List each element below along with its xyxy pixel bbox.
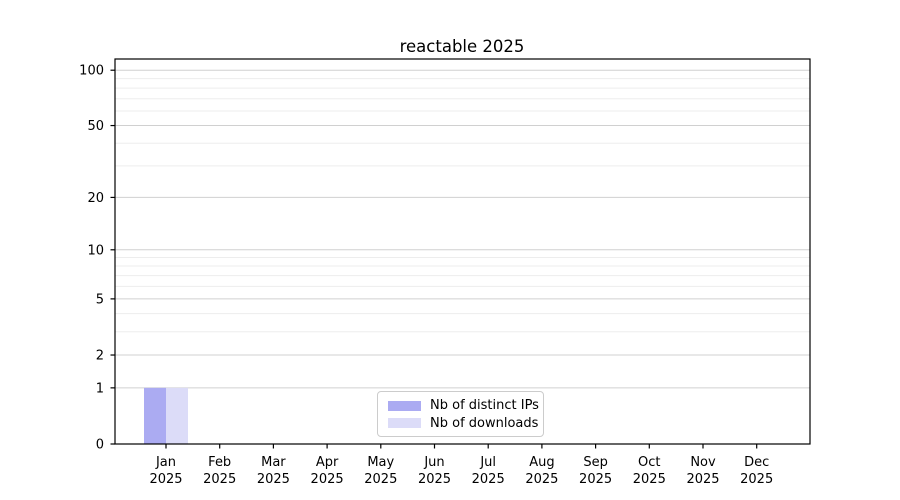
y-tick-label: 1 [96,381,104,396]
legend-label-distinct-ips: Nb of distinct IPs [430,398,539,414]
legend-swatch-downloads [388,418,421,429]
legend-swatch-distinct-ips [388,400,421,411]
x-tick-label-month: Jun [423,455,444,470]
x-tick-label-year: 2025 [525,472,558,487]
x-tick-label-month: Jan [155,455,176,470]
major-gridlines [115,69,810,389]
y-tick-label: 5 [96,292,104,307]
x-tick-label-year: 2025 [633,472,666,487]
y-tick-label: 2 [96,349,104,364]
y-tick-label: 0 [96,438,104,453]
minor-gridlines [115,78,810,333]
y-axis-ticks: 0 1 2 5 10 20 50 100 [79,64,115,453]
x-tick-label-year: 2025 [686,472,719,487]
bars [144,387,188,444]
x-tick-label-year: 2025 [740,472,773,487]
y-tick-label: 10 [87,243,104,258]
y-tick-label: 20 [87,191,104,206]
x-tick-label-year: 2025 [311,472,344,487]
legend-entry-downloads: Nb of downloads [388,415,539,432]
x-tick-label-month: Dec [744,455,769,470]
x-tick-label-month: Apr [316,455,339,470]
x-tick-label-year: 2025 [472,472,505,487]
x-tick-label-year: 2025 [257,472,290,487]
x-tick-label-month: Jul [479,455,496,470]
x-tick-label-month: May [367,455,394,470]
bar-nb-of-downloads [166,387,188,444]
x-tick-label-year: 2025 [149,472,182,487]
x-tick-label-month: Aug [529,455,554,470]
legend: Nb of distinct IPs Nb of downloads [377,391,544,437]
plot-border [114,58,811,445]
x-tick-label-month: Nov [690,455,716,470]
x-tick-label-month: Feb [208,455,231,470]
x-tick-label-year: 2025 [579,472,612,487]
y-tick-label: 100 [79,64,104,79]
x-tick-label-month: Mar [261,455,286,470]
bar-nb-of-distinct-ips [144,387,166,444]
x-tick-label-month: Oct [638,455,660,470]
legend-label-downloads: Nb of downloads [430,415,539,431]
x-axis-ticks: Jan 2025 Feb 2025 Mar 2025 Apr 2025 May 2025 Jun 20… [149,444,773,487]
legend-entry-distinct-ips: Nb of distinct IPs [388,397,539,414]
x-tick-label-month: Sep [583,455,608,470]
x-tick-label-year: 2025 [203,472,236,487]
x-tick-label-year: 2025 [418,472,451,487]
chart-title: reactable 2025 [400,37,525,56]
y-tick-label: 50 [87,119,104,134]
x-tick-label-year: 2025 [364,472,397,487]
